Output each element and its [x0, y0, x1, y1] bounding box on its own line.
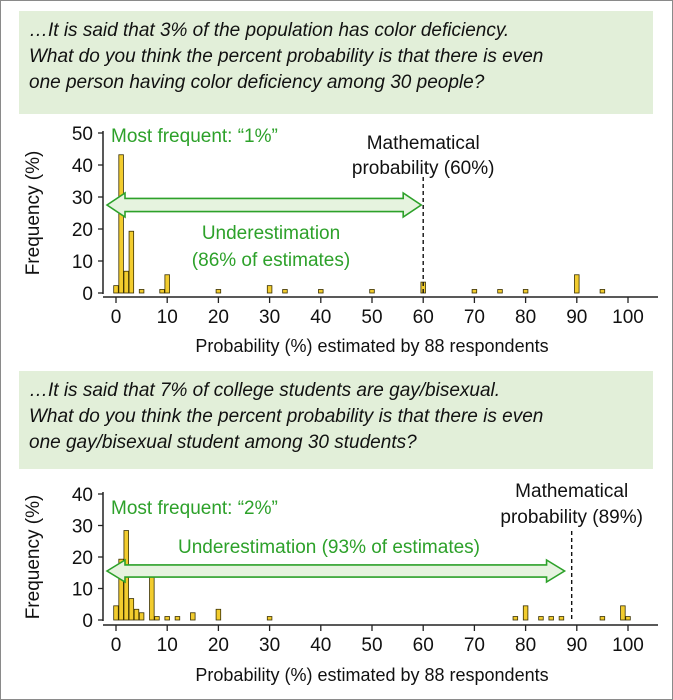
- most-frequent-label: Most frequent: “1%”: [111, 126, 278, 147]
- y-tick-label-40: 40: [72, 156, 93, 177]
- x-tick-label-60: 60: [413, 307, 434, 328]
- x-tick-label-100: 100: [612, 307, 644, 328]
- bar-83: [538, 616, 544, 621]
- bar-75: [497, 289, 503, 294]
- y-axis-title: Frequency (%): [23, 495, 44, 620]
- bar-5: [138, 612, 145, 621]
- question-1-line-1: …It is said that 3% of the population ha…: [29, 20, 510, 41]
- math-probability-label-2: probability (89%): [500, 507, 643, 528]
- bar-1: [118, 154, 124, 294]
- x-tick-label-0: 0: [111, 635, 122, 656]
- math-probability-label-1: Mathematical: [515, 481, 628, 502]
- bar-5: [138, 289, 145, 294]
- chart-2: 0 10 20 30 40 0 10 20 30 40 50 60 70 80 90 100 Probabili…: [23, 481, 658, 685]
- bar-15: [190, 612, 196, 621]
- underestimation-arrow: [105, 191, 423, 219]
- math-probability-label-1: Mathematical: [367, 133, 480, 154]
- x-tick-label-10: 10: [157, 635, 178, 656]
- question-1-line-3: one person having color deficiency among…: [29, 72, 485, 93]
- x-tick-label-90: 90: [566, 307, 587, 328]
- bar-12: [174, 616, 181, 621]
- y-tick-label-20: 20: [72, 220, 93, 241]
- underestimation-label-2: (86% of estimates): [192, 250, 350, 271]
- bar-10: [164, 274, 170, 294]
- bar-0: [113, 285, 119, 294]
- question-1-line-2: What do you think the percent probabilit…: [29, 46, 544, 67]
- bar-8: [154, 616, 160, 621]
- x-tick-label-70: 70: [464, 307, 485, 328]
- bar-1: [118, 558, 124, 621]
- bar-30: [266, 285, 273, 294]
- bar-99: [620, 605, 626, 621]
- bar-0: [113, 605, 119, 621]
- y-tick-label-30: 30: [72, 517, 93, 538]
- bar-70: [471, 289, 478, 294]
- x-tick-label-80: 80: [515, 307, 536, 328]
- x-tick-label-20: 20: [208, 307, 229, 328]
- x-tick-label-50: 50: [361, 307, 382, 328]
- math-probability-label-2: probability (60%): [352, 158, 495, 179]
- x-axis-title: Probability (%) estimated by 88 responde…: [195, 665, 548, 685]
- bar-95: [599, 616, 606, 621]
- x-axis-title: Probability (%) estimated by 88 responde…: [195, 336, 548, 356]
- y-tick-label-0: 0: [82, 284, 93, 305]
- bar-4: [133, 608, 140, 621]
- bar-20: [215, 608, 222, 621]
- x-tick-label-80: 80: [515, 635, 536, 656]
- bar-95: [599, 289, 606, 294]
- bar-33: [282, 289, 288, 294]
- x-tick-label-40: 40: [310, 635, 331, 656]
- bar-87: [558, 616, 565, 621]
- x-tick-label-20: 20: [208, 635, 229, 656]
- y-tick-label-30: 30: [72, 188, 93, 209]
- bar-100: [625, 616, 631, 621]
- question-box-2: …It is said that 7% of college students …: [19, 371, 653, 469]
- bar-30: [266, 616, 273, 621]
- bar-80: [522, 289, 529, 294]
- y-axis-title: Frequency (%): [23, 151, 44, 276]
- x-tick-label-0: 0: [111, 307, 122, 328]
- bar-10: [164, 616, 170, 621]
- question-2-line-2: What do you think the percent probabilit…: [29, 406, 544, 427]
- underestimation-label-1: Underestimation: [202, 223, 340, 244]
- bar-85: [548, 616, 554, 621]
- x-tick-label-40: 40: [310, 307, 331, 328]
- x-tick-label-90: 90: [566, 635, 587, 656]
- bar-3: [128, 598, 135, 621]
- y-tick-label-10: 10: [72, 580, 93, 601]
- x-tick-label-50: 50: [361, 635, 382, 656]
- x-tick-label-30: 30: [259, 635, 280, 656]
- x-tick-label-10: 10: [157, 307, 178, 328]
- x-tick-label-100: 100: [612, 635, 644, 656]
- question-2-line-1: …It is said that 7% of college students …: [29, 380, 501, 401]
- bar-50: [369, 289, 375, 294]
- x-tick-label-70: 70: [464, 635, 485, 656]
- y-tick-label-20: 20: [72, 548, 93, 569]
- bar-7: [149, 576, 155, 621]
- chart-1: 0 10 20 30 40 50 0 10 20 30 40 50 60 70 80 90 100 Probabi…: [23, 124, 658, 356]
- x-tick-label-60: 60: [413, 635, 434, 656]
- most-frequent-label: Most frequent: “2%”: [111, 498, 278, 519]
- bar-2: [123, 270, 129, 294]
- bar-9: [159, 289, 165, 294]
- bar-3: [128, 230, 135, 294]
- underestimation-arrow: [105, 558, 567, 584]
- x-tick-label-30: 30: [259, 307, 280, 328]
- y-tick-label-40: 40: [72, 485, 93, 506]
- bar-78: [512, 616, 519, 621]
- bar-90: [574, 274, 580, 294]
- bar-80: [522, 605, 529, 621]
- question-box-1: …It is said that 3% of the population ha…: [19, 11, 653, 114]
- y-tick-label-0: 0: [82, 611, 93, 632]
- y-tick-label-50: 50: [72, 124, 93, 145]
- bar-20: [215, 289, 222, 294]
- underestimation-label: Underestimation (93% of estimates): [178, 537, 480, 558]
- y-tick-label-10: 10: [72, 252, 93, 273]
- question-2-line-3: one gay/bisexual student among 30 studen…: [29, 432, 417, 453]
- bar-40: [318, 289, 324, 294]
